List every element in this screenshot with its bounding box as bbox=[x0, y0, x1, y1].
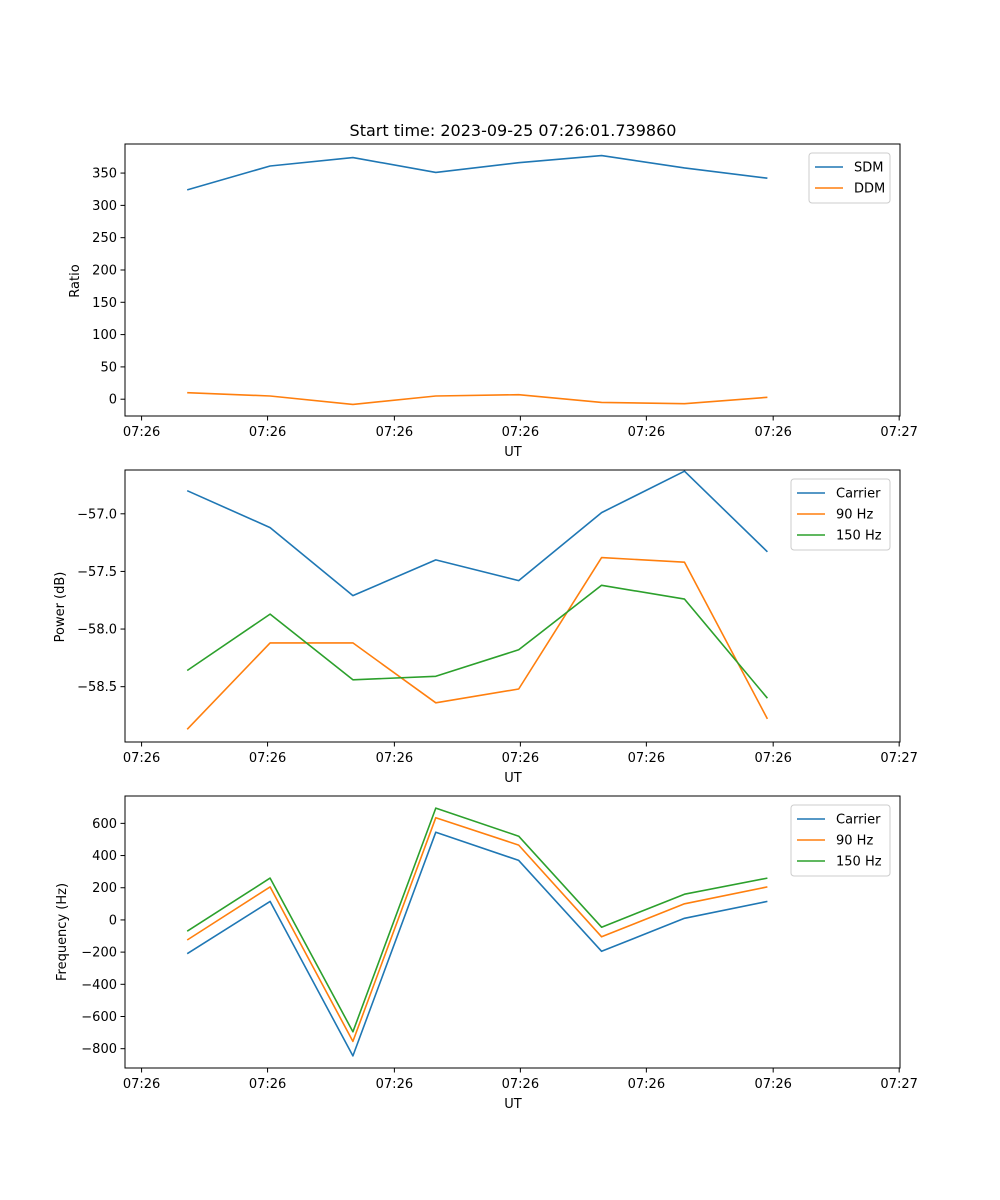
x-tick-label: 07:27 bbox=[880, 1077, 917, 1092]
y-axis-label: Frequency (Hz) bbox=[55, 883, 70, 981]
x-tick-label: 07:26 bbox=[123, 1077, 160, 1092]
series-line-90-hz bbox=[186, 556, 769, 730]
series-line-carrier bbox=[186, 470, 768, 597]
series-line-150-hz bbox=[186, 807, 768, 1033]
y-axis-label: Ratio bbox=[68, 264, 83, 297]
y-tick-label: 0 bbox=[109, 913, 117, 928]
y-tick-label: 200 bbox=[92, 881, 117, 896]
x-axis-label: UT bbox=[504, 445, 522, 460]
legend-label: Carrier bbox=[836, 487, 881, 502]
plot-area: 07:26 07:26 07:26 07:26 07:26 07:26 07:27 −57.0… bbox=[77, 469, 918, 766]
legend-label: DDM bbox=[854, 182, 885, 197]
x-tick-label: 07:26 bbox=[123, 425, 160, 440]
series-line-sdm bbox=[186, 154, 768, 191]
x-tick-label: 07:26 bbox=[249, 1077, 286, 1092]
y-axis-label: Power (dB) bbox=[53, 572, 68, 643]
chart-title: Start time: 2023-09-25 07:26:01.739860 bbox=[350, 121, 677, 140]
panel-power: 07:26 07:26 07:26 07:26 07:26 07:26 07:27 −57.0… bbox=[53, 469, 918, 786]
x-tick-label: 07:26 bbox=[249, 751, 286, 766]
y-tick-label: −400 bbox=[81, 978, 117, 993]
x-tick-label: 07:26 bbox=[249, 425, 286, 440]
x-tick-label: 07:26 bbox=[123, 751, 160, 766]
legend: Carrier 90 Hz 150 Hz bbox=[790, 804, 891, 877]
legend-label: 150 Hz bbox=[836, 855, 882, 870]
x-axis-label: UT bbox=[504, 1097, 522, 1112]
x-tick-label: 07:26 bbox=[502, 751, 539, 766]
y-tick-label: 600 bbox=[92, 817, 117, 832]
y-tick-label: −57.0 bbox=[77, 507, 117, 522]
panel-ratio: Start time: 2023-09-25 07:26:01.739860 0… bbox=[68, 121, 918, 460]
y-tick-label: 400 bbox=[92, 849, 117, 864]
legend-label: 90 Hz bbox=[836, 834, 873, 849]
y-tick-label: −57.5 bbox=[77, 565, 117, 580]
x-tick-label: 07:26 bbox=[502, 1077, 539, 1092]
legend-label: 90 Hz bbox=[836, 508, 873, 523]
y-tick-label: 150 bbox=[92, 296, 117, 311]
legend-box bbox=[808, 152, 891, 204]
series-line-90-hz bbox=[186, 816, 768, 1043]
y-tick-label: −58.5 bbox=[77, 680, 117, 695]
legend-label: 150 Hz bbox=[836, 529, 882, 544]
plot-area: 07:26 07:26 07:26 07:26 07:26 07:26 07:27 600 40… bbox=[81, 795, 918, 1092]
x-tick-label: 07:26 bbox=[376, 425, 413, 440]
y-tick-label: 50 bbox=[100, 360, 117, 375]
x-tick-label: 07:26 bbox=[376, 1077, 413, 1092]
series-line-150-hz bbox=[186, 584, 769, 699]
y-tick-label: 0 bbox=[109, 393, 117, 408]
x-tick-label: 07:27 bbox=[880, 425, 917, 440]
legend-box bbox=[790, 478, 891, 551]
series-line-ddm bbox=[187, 391, 768, 406]
legend-box bbox=[790, 804, 891, 877]
x-tick-label: 07:27 bbox=[880, 751, 917, 766]
axes-frame bbox=[124, 795, 901, 1069]
legend-label: Carrier bbox=[836, 813, 881, 828]
axes-frame bbox=[124, 143, 901, 417]
x-tick-label: 07:26 bbox=[628, 425, 665, 440]
plot-area: 07:26 07:26 07:26 07:26 07:26 07:26 07:27 0 50 10… bbox=[92, 143, 918, 440]
y-tick-label: −58.0 bbox=[77, 623, 117, 638]
legend: SDM DDM bbox=[808, 152, 891, 204]
legend-label: SDM bbox=[854, 161, 883, 176]
axes-frame bbox=[124, 469, 901, 743]
y-tick-label: −200 bbox=[81, 946, 117, 961]
y-tick-label: −600 bbox=[81, 1010, 117, 1025]
y-tick-label: 300 bbox=[92, 199, 117, 214]
y-tick-label: 250 bbox=[92, 231, 117, 246]
y-tick-label: 200 bbox=[92, 263, 117, 278]
x-tick-label: 07:26 bbox=[754, 1077, 791, 1092]
x-tick-label: 07:26 bbox=[502, 425, 539, 440]
y-tick-label: −800 bbox=[81, 1042, 117, 1057]
y-tick-label: 350 bbox=[92, 167, 117, 182]
x-tick-label: 07:26 bbox=[376, 751, 413, 766]
panel-frequency: 07:26 07:26 07:26 07:26 07:26 07:26 07:27 600 40… bbox=[55, 795, 918, 1112]
legend: Carrier 90 Hz 150 Hz bbox=[790, 478, 891, 551]
x-tick-label: 07:26 bbox=[628, 751, 665, 766]
x-tick-label: 07:26 bbox=[754, 751, 791, 766]
x-tick-label: 07:26 bbox=[754, 425, 791, 440]
x-axis-label: UT bbox=[504, 771, 522, 786]
y-tick-label: 100 bbox=[92, 328, 117, 343]
series-line-carrier bbox=[186, 831, 768, 1057]
x-tick-label: 07:26 bbox=[628, 1077, 665, 1092]
